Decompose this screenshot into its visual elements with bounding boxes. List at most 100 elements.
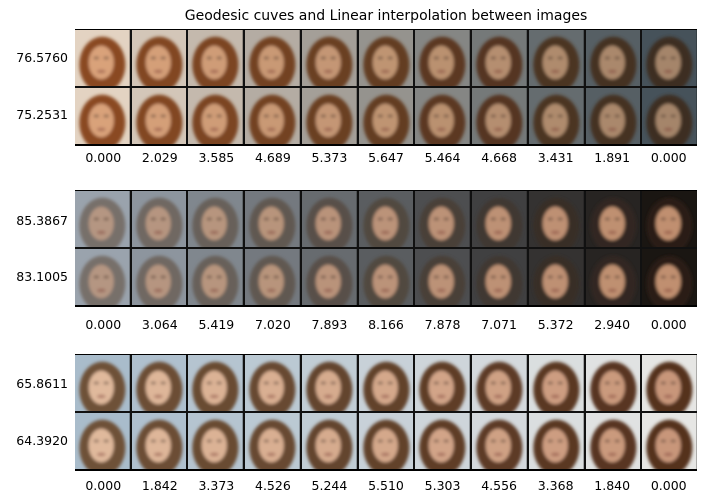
face-image bbox=[301, 191, 357, 247]
face-image bbox=[75, 30, 130, 86]
face-image bbox=[585, 88, 641, 144]
panel-1-row-2-label: 75.2531 bbox=[16, 107, 68, 122]
face-image bbox=[358, 413, 414, 469]
face-image bbox=[301, 30, 357, 86]
face-image bbox=[358, 191, 414, 247]
face-image bbox=[472, 30, 527, 86]
x-tick-label: 0.000 bbox=[650, 317, 687, 332]
face-image bbox=[528, 355, 584, 411]
face-image bbox=[301, 413, 357, 469]
face-image bbox=[301, 355, 357, 411]
face-image bbox=[301, 88, 357, 144]
face-image bbox=[75, 249, 130, 305]
face-image bbox=[131, 249, 187, 305]
face-image bbox=[642, 88, 697, 144]
panel-2-image-grid bbox=[75, 190, 697, 307]
x-tick-label: 4.556 bbox=[481, 478, 517, 493]
face-image bbox=[472, 355, 527, 411]
face-image bbox=[642, 249, 697, 305]
face-image bbox=[528, 88, 584, 144]
panel-3-image-grid bbox=[75, 354, 697, 471]
face-image bbox=[642, 413, 697, 469]
face-image bbox=[528, 191, 584, 247]
panel-3-row-2-label: 64.3920 bbox=[16, 433, 68, 448]
x-tick-label: 5.372 bbox=[537, 317, 574, 332]
x-tick-label: 5.244 bbox=[311, 478, 348, 493]
x-tick-label: 5.647 bbox=[368, 150, 404, 165]
face-image bbox=[585, 30, 641, 86]
face-image bbox=[358, 88, 414, 144]
x-tick-label: 0.000 bbox=[650, 150, 687, 165]
face-image bbox=[415, 249, 471, 305]
x-tick-label: 3.368 bbox=[537, 478, 574, 493]
panel-1-row-1-label: 76.5760 bbox=[16, 50, 68, 65]
x-tick-label: 0.000 bbox=[650, 478, 687, 493]
x-tick-label: 7.893 bbox=[311, 317, 348, 332]
x-tick-label: 5.373 bbox=[311, 150, 348, 165]
face-image bbox=[528, 30, 584, 86]
x-tick-label: 0.000 bbox=[85, 150, 122, 165]
face-image bbox=[585, 191, 641, 247]
x-tick-label: 0.000 bbox=[85, 478, 122, 493]
panel-2-row-2-label: 83.1005 bbox=[16, 269, 68, 284]
face-image bbox=[75, 191, 130, 247]
face-image bbox=[358, 355, 414, 411]
x-tick-label: 7.020 bbox=[255, 317, 291, 332]
face-image bbox=[188, 191, 244, 247]
face-image bbox=[358, 249, 414, 305]
face-image bbox=[415, 355, 471, 411]
face-image bbox=[131, 355, 187, 411]
face-image bbox=[188, 249, 244, 305]
face-image bbox=[245, 355, 300, 411]
face-image bbox=[188, 88, 244, 144]
face-image bbox=[75, 413, 130, 469]
panel-3-x-ticks: 0.000 1.842 3.373 4.526 5.244 5.510 5.303 4.556… bbox=[75, 478, 697, 494]
face-image bbox=[245, 249, 300, 305]
x-tick-label: 7.071 bbox=[481, 317, 517, 332]
face-image bbox=[415, 413, 471, 469]
x-tick-label: 1.891 bbox=[594, 150, 631, 165]
face-image bbox=[642, 355, 697, 411]
x-tick-label: 4.689 bbox=[255, 150, 291, 165]
face-image bbox=[415, 30, 471, 86]
face-image bbox=[472, 191, 527, 247]
face-image bbox=[75, 355, 130, 411]
x-tick-label: 3.064 bbox=[141, 317, 178, 332]
x-tick-label: 5.464 bbox=[424, 150, 461, 165]
x-tick-label: 3.373 bbox=[198, 478, 235, 493]
face-image bbox=[585, 355, 641, 411]
face-image bbox=[472, 413, 527, 469]
face-image bbox=[245, 30, 300, 86]
face-image bbox=[528, 413, 584, 469]
face-image bbox=[188, 30, 244, 86]
x-tick-label: 8.166 bbox=[368, 317, 404, 332]
x-tick-label: 3.585 bbox=[198, 150, 235, 165]
panel-2-row-1-label: 85.3867 bbox=[16, 213, 68, 228]
panel-2-x-ticks: 0.000 3.064 5.419 7.020 7.893 8.166 7.878 7.071… bbox=[75, 317, 697, 333]
face-image bbox=[301, 249, 357, 305]
panel-1-image-grid bbox=[75, 29, 697, 146]
face-image bbox=[472, 88, 527, 144]
face-image bbox=[131, 191, 187, 247]
x-tick-label: 5.510 bbox=[368, 478, 404, 493]
x-tick-label: 0.000 bbox=[85, 317, 122, 332]
x-tick-label: 3.431 bbox=[537, 150, 574, 165]
face-image bbox=[415, 88, 471, 144]
face-image bbox=[528, 249, 584, 305]
face-image bbox=[415, 191, 471, 247]
figure-title: Geodesic cuves and Linear interpolation … bbox=[184, 8, 588, 24]
face-image bbox=[358, 30, 414, 86]
face-image bbox=[245, 88, 300, 144]
x-tick-label: 2.029 bbox=[141, 150, 178, 165]
panel-3-row-1-label: 65.8611 bbox=[16, 376, 68, 391]
x-tick-label: 5.303 bbox=[424, 478, 461, 493]
x-tick-label: 1.842 bbox=[141, 478, 178, 493]
face-image bbox=[245, 413, 300, 469]
x-tick-label: 2.940 bbox=[594, 317, 631, 332]
face-image bbox=[75, 88, 130, 144]
x-tick-label: 7.878 bbox=[424, 317, 461, 332]
x-tick-label: 4.526 bbox=[255, 478, 291, 493]
face-image bbox=[245, 191, 300, 247]
face-image bbox=[472, 249, 527, 305]
face-image bbox=[585, 249, 641, 305]
